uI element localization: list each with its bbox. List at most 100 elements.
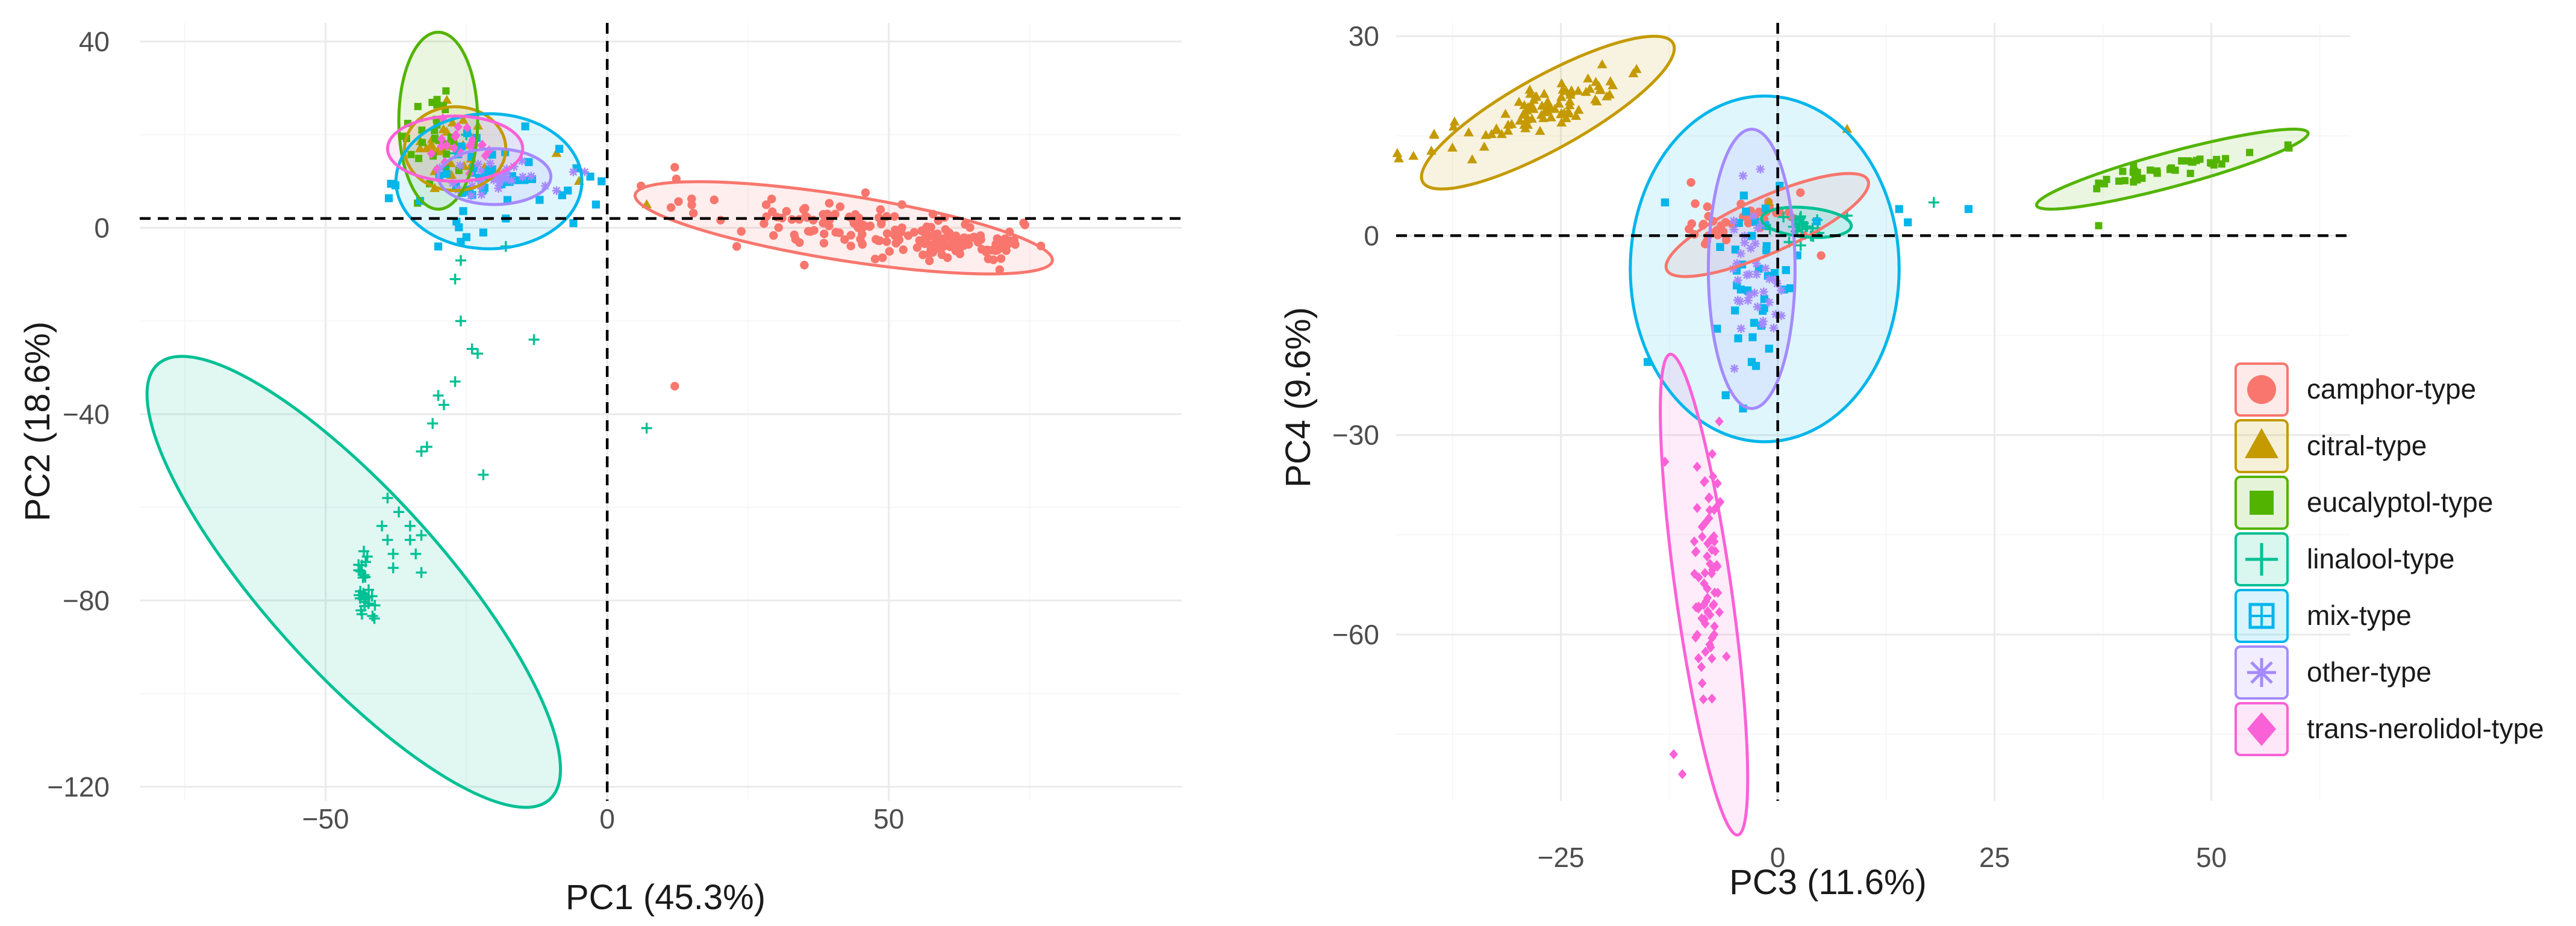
- citral-type-point: [1392, 148, 1403, 157]
- linalool-type-point: [358, 570, 370, 581]
- legend-item-eucalyptol: eucalyptol-type: [2235, 476, 2493, 530]
- citral-type-point: [1518, 109, 1529, 119]
- linalool-type-point: [361, 551, 373, 562]
- trans-nerolidol-type-point: [1694, 653, 1703, 663]
- camphor-type-point: [1712, 226, 1721, 235]
- linalool-type-point: [1928, 197, 1939, 208]
- linalool-type-point: [528, 334, 540, 346]
- citral-type-point: [1506, 119, 1517, 128]
- other-type-point: [1738, 171, 1748, 181]
- mix-type-point: [1731, 245, 1740, 254]
- trans-nerolidol-type-point: [1701, 618, 1710, 629]
- other-type-point: [1745, 290, 1754, 300]
- other-type-point: [1769, 323, 1779, 333]
- camphor-type-point: [926, 223, 935, 232]
- diamond-icon: [2247, 712, 2276, 746]
- eucalyptol-type-point: [2246, 149, 2254, 157]
- mix-type-point: [1765, 344, 1773, 353]
- y-tick-label: 0: [1364, 220, 1379, 251]
- other-type-point: [1744, 296, 1753, 305]
- trans-nerolidol-type-point: [1690, 568, 1699, 579]
- mix-type-point: [1713, 325, 1721, 333]
- y-tick-label: −40: [63, 399, 110, 430]
- camphor-type-point: [670, 163, 679, 172]
- trans-nerolidol-type-point: [1700, 568, 1709, 578]
- eucalyptol-type-point: [415, 155, 423, 163]
- mix-type-point: [442, 170, 451, 178]
- x-tick-label: −50: [302, 803, 349, 834]
- citral-type-point: [1601, 91, 1612, 101]
- mix-type-point: [1904, 218, 1912, 226]
- trans-nerolidol-type-point: [426, 148, 436, 159]
- mix-type-point: [1812, 217, 1821, 226]
- camphor-type-confidence-ellipse: [1664, 172, 1870, 278]
- linalool-type-point: [1794, 213, 1806, 224]
- legend-label: mix-type: [2307, 600, 2412, 631]
- trans-nerolidol-type-point: [1708, 600, 1718, 611]
- citral-type-point: [1545, 112, 1556, 122]
- eucalyptol-type-point: [443, 150, 451, 158]
- linalool-type-point: [387, 562, 399, 574]
- y-tick-label: 40: [79, 26, 110, 57]
- camphor-type-point: [878, 253, 887, 263]
- citral-type-point: [1531, 91, 1542, 101]
- citral-type-point: [424, 142, 435, 152]
- trans-nerolidol-type-point: [481, 151, 490, 161]
- legend-label: citral-type: [2307, 430, 2427, 461]
- camphor-type-point: [759, 219, 769, 228]
- camphor-type-point: [945, 228, 954, 238]
- camphor-type-point: [874, 236, 883, 245]
- camphor-type-point: [687, 200, 696, 210]
- eucalyptol-type-point: [419, 138, 426, 146]
- trans-nerolidol-type-point: [454, 122, 463, 132]
- citral-type-point: [1764, 197, 1774, 207]
- citral-type-point: [1595, 84, 1606, 94]
- citral-type-point: [1514, 96, 1524, 106]
- linalool-type-point: [478, 469, 489, 480]
- trans-nerolidol-type-point: [1669, 749, 1678, 760]
- trans-nerolidol-type-point: [1707, 449, 1717, 459]
- trans-nerolidol-type-point: [437, 141, 446, 152]
- citral-type-point: [1544, 99, 1555, 108]
- camphor-type-point: [670, 382, 679, 391]
- camphor-type-point: [1719, 227, 1728, 237]
- x-tick-label: 25: [1979, 842, 2010, 873]
- trans-nerolidol-type-point: [1700, 476, 1709, 486]
- trans-nerolidol-type-point: [1711, 546, 1720, 556]
- trans-nerolidol-type-point: [1707, 693, 1717, 704]
- trans-nerolidol-type-point: [1713, 561, 1722, 572]
- eucalyptol-type-confidence-ellipse: [2035, 127, 2310, 211]
- camphor-type-point: [806, 227, 815, 236]
- citral-type-point: [1448, 121, 1459, 131]
- citral-type-point: [1558, 84, 1568, 94]
- x-tick-label: 50: [2196, 842, 2227, 873]
- citral-type-point: [1479, 141, 1489, 151]
- trans-nerolidol-type-point: [1715, 416, 1724, 427]
- other-type-point: [1732, 259, 1742, 268]
- camphor-type-point: [996, 254, 1006, 263]
- camphor-type-point: [737, 227, 746, 236]
- reference-lines: [1396, 23, 2350, 801]
- trans-nerolidol-type-point: [1706, 642, 1715, 653]
- citral-type-point: [1525, 89, 1536, 98]
- citral-type-point: [1571, 110, 1582, 120]
- camphor-type-point: [716, 216, 725, 225]
- trans-nerolidol-type-ellipse-fill: [1660, 354, 1748, 836]
- mix-type-point: [569, 219, 578, 228]
- legend-key-glyph: [2247, 375, 2276, 404]
- eucalyptol-type-point: [2133, 169, 2141, 176]
- other-type-point: [477, 178, 486, 187]
- camphor-type-point: [984, 254, 993, 264]
- camphor-type-point: [835, 202, 845, 211]
- camphor-type-point: [937, 250, 947, 259]
- x-tick-label: −25: [1538, 842, 1585, 873]
- linalool-type-point: [1795, 240, 1806, 251]
- linalool-type-point: [1800, 221, 1812, 232]
- other-type-point: [1729, 216, 1738, 226]
- legend-item-mix: mix-type: [2235, 589, 2412, 643]
- other-type-point: [1729, 225, 1739, 234]
- camphor-type-point: [1686, 178, 1695, 187]
- other-type-point: [517, 157, 526, 166]
- eucalyptol-type-point: [2095, 179, 2103, 187]
